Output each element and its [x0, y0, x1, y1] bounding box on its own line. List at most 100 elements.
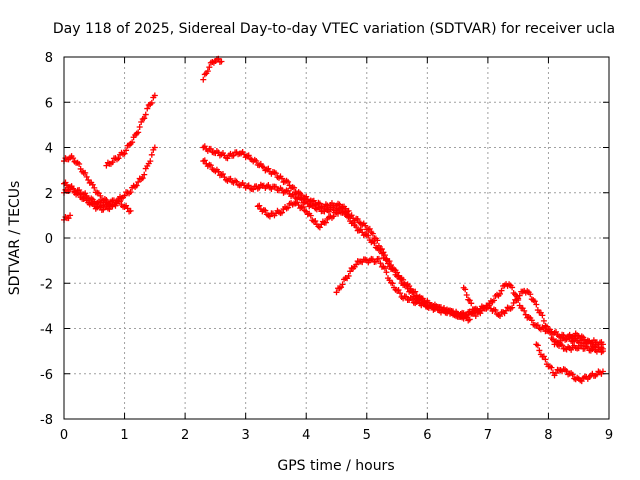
- x-tick-label: 5: [363, 428, 371, 443]
- y-tick-label: 4: [45, 142, 53, 157]
- data-point: [374, 237, 381, 244]
- data-point: [207, 162, 214, 169]
- data-point: [486, 302, 493, 309]
- data-point: [310, 202, 317, 209]
- data-point: [124, 205, 131, 212]
- data-point: [218, 58, 225, 65]
- data-point: [291, 191, 298, 198]
- data-point: [534, 342, 541, 349]
- data-point: [127, 189, 134, 196]
- data-point: [115, 155, 122, 162]
- data-point: [227, 175, 234, 182]
- data-point: [262, 207, 269, 214]
- x-axis-label: GPS time / hours: [277, 458, 394, 474]
- data-point: [384, 260, 391, 267]
- data-point: [204, 68, 211, 75]
- data-point: [133, 182, 140, 189]
- data-point: [123, 147, 130, 154]
- data-point: [381, 265, 388, 272]
- data-point: [230, 152, 237, 159]
- data-point: [377, 260, 384, 267]
- series-track-d: [103, 92, 158, 169]
- data-point: [67, 212, 74, 219]
- data-point: [307, 212, 314, 219]
- data-point: [148, 99, 155, 106]
- data-point: [463, 312, 470, 319]
- data-point: [522, 311, 529, 318]
- data-point: [219, 170, 226, 177]
- data-point: [201, 157, 208, 164]
- data-point: [546, 329, 553, 336]
- data-point: [540, 353, 547, 360]
- series-track-n: [551, 330, 606, 353]
- data-point: [91, 184, 98, 191]
- x-tick-label: 4: [302, 428, 310, 443]
- data-point: [141, 115, 148, 122]
- data-point: [206, 64, 213, 71]
- data-point: [279, 175, 285, 182]
- data-point: [136, 124, 143, 131]
- y-tick-label: -4: [40, 323, 53, 338]
- x-tick-label: 3: [242, 428, 250, 443]
- data-point: [365, 232, 372, 239]
- data-point: [516, 292, 523, 299]
- data-point: [142, 111, 149, 118]
- data-point: [245, 182, 252, 189]
- series-track-b: [61, 144, 158, 209]
- data-point: [76, 187, 83, 194]
- data-point: [528, 317, 535, 324]
- data-point: [383, 255, 390, 262]
- x-tick-label: 1: [120, 428, 128, 443]
- data-point: [256, 202, 263, 209]
- data-point: [322, 219, 329, 226]
- data-point: [553, 370, 560, 377]
- axis-ticks: 0 1 2 3 4 5 6 7 8 9 -8 -6 -4 -2 0 2 4 6 8: [40, 51, 613, 443]
- data-point: [348, 212, 355, 219]
- data-point: [83, 173, 90, 180]
- data-point: [97, 192, 104, 199]
- data-point: [498, 287, 505, 294]
- data-point: [377, 246, 384, 253]
- x-tick-label: 9: [605, 428, 613, 443]
- data-point: [497, 290, 503, 297]
- data-point: [403, 281, 410, 288]
- data-point: [109, 203, 116, 210]
- data-point: [536, 347, 543, 354]
- data-point: [395, 286, 402, 293]
- y-tick-label: -8: [40, 413, 53, 428]
- data-point: [478, 307, 485, 314]
- data-point: [312, 218, 319, 225]
- x-tick-label: 6: [423, 428, 431, 443]
- data-point: [569, 371, 576, 378]
- data-point: [472, 313, 479, 320]
- x-tick-label: 2: [181, 428, 189, 443]
- data-point: [129, 139, 136, 146]
- data-point: [599, 368, 606, 375]
- data-point: [462, 286, 469, 293]
- data-point: [521, 307, 528, 314]
- y-axis-label: SDTVAR / TECUs: [7, 181, 23, 296]
- data-point: [378, 250, 385, 257]
- data-point: [463, 292, 470, 299]
- data-point: [89, 181, 96, 188]
- data-point: [533, 301, 540, 308]
- data-point: [265, 165, 272, 172]
- data-point: [207, 145, 214, 152]
- data-point: [421, 300, 428, 307]
- data-point: [109, 159, 116, 166]
- data-point: [285, 204, 292, 211]
- data-point: [362, 222, 369, 229]
- data-point: [347, 268, 354, 275]
- data-point: [534, 322, 541, 329]
- data-point: [542, 356, 549, 363]
- x-tick-label: 7: [484, 428, 492, 443]
- data-point: [503, 307, 510, 314]
- y-tick-label: -6: [40, 368, 53, 383]
- data-point: [279, 209, 285, 216]
- data-point: [395, 272, 402, 279]
- data-point: [599, 345, 606, 352]
- data-point: [578, 378, 585, 385]
- data-point: [581, 336, 588, 343]
- data-point: [70, 185, 77, 192]
